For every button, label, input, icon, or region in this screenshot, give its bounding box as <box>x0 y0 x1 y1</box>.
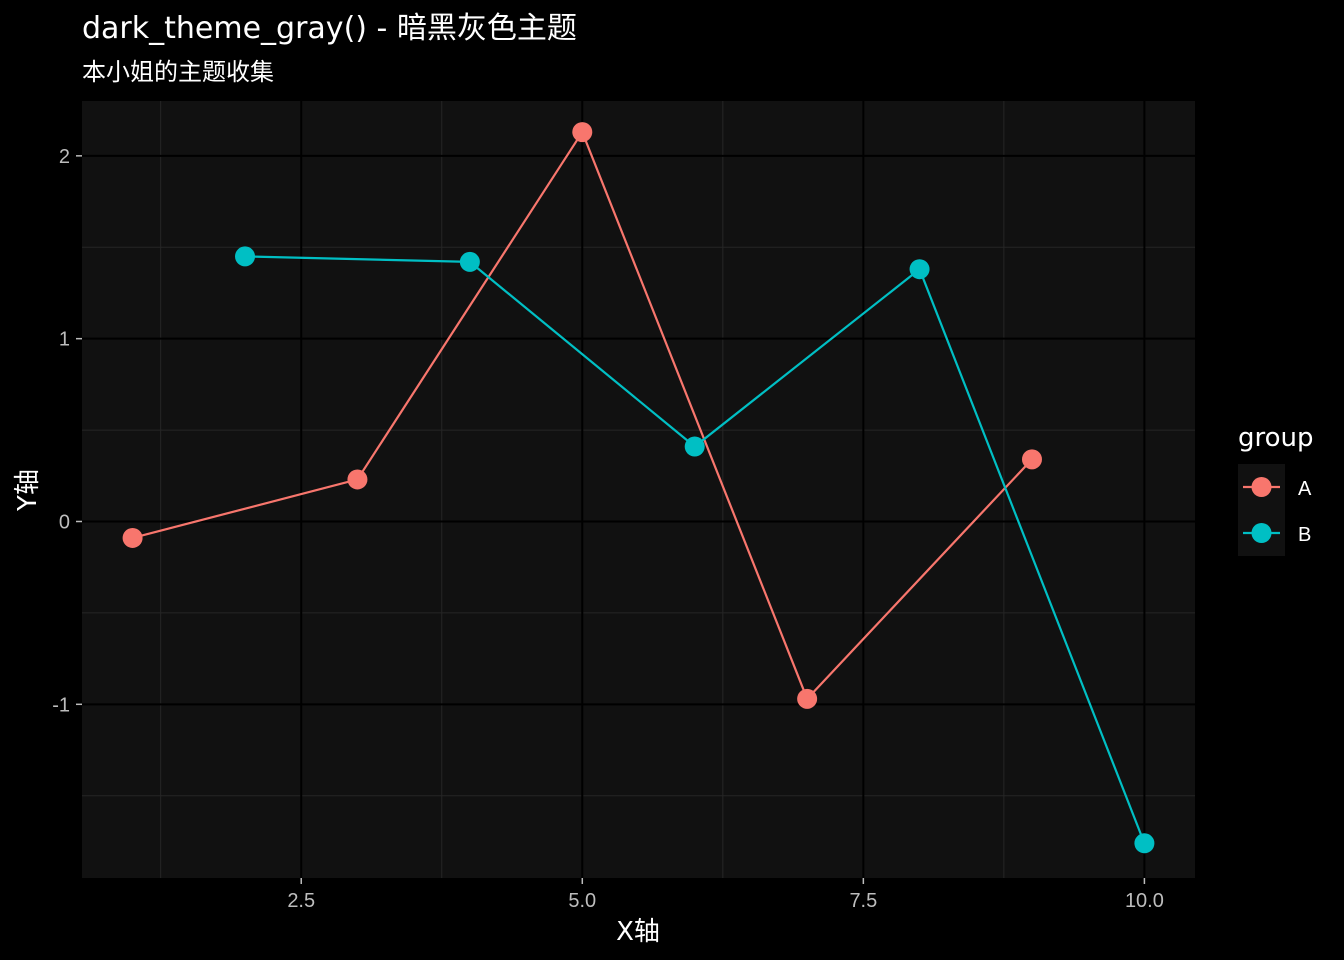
data-point-b <box>909 259 930 280</box>
data-point-b <box>684 436 705 457</box>
legend-key-point <box>1251 523 1272 543</box>
data-point-a <box>122 527 143 548</box>
x-tick-label: 10.0 <box>1125 890 1164 912</box>
y-axis-label: Y轴 <box>13 469 43 512</box>
chart-subtitle: 本小姐的主题收集 <box>82 58 274 86</box>
legend-label: B <box>1298 524 1311 546</box>
legend: group A B <box>1238 423 1314 556</box>
legend-key-point <box>1251 477 1272 497</box>
legend-label: A <box>1298 478 1312 500</box>
chart-title: dark_theme_gray() - 暗黑灰色主题 <box>82 11 577 46</box>
legend-title: group <box>1238 423 1314 453</box>
x-tick-label: 7.5 <box>849 890 877 912</box>
data-point-b <box>459 251 480 272</box>
x-tick-label: 2.5 <box>287 890 315 912</box>
y-tick-label: -1 <box>52 694 70 716</box>
data-point-a <box>797 688 818 709</box>
data-point-a <box>572 122 593 143</box>
y-tick-label: 1 <box>59 329 70 351</box>
data-point-b <box>1134 833 1155 854</box>
x-axis-label: X轴 <box>616 917 660 947</box>
data-point-a <box>347 469 368 490</box>
x-tick-label: 5.0 <box>568 890 596 912</box>
data-point-b <box>235 246 256 267</box>
panel-background <box>82 101 1195 878</box>
y-tick-label: 2 <box>59 146 70 168</box>
plot-area: 2.5 5.0 7.5 10.0 -1 0 1 2 <box>52 101 1195 912</box>
y-tick-label: 0 <box>59 511 70 533</box>
data-point-a <box>1021 449 1042 470</box>
